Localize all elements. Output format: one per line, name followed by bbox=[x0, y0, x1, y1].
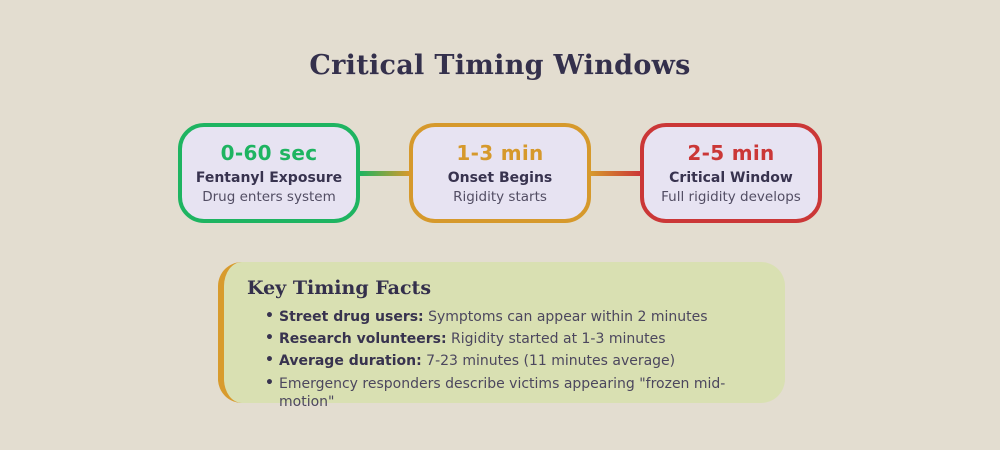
key-timing-facts-panel: Key Timing Facts Street drug users: Symp… bbox=[218, 262, 785, 410]
facts-panel-title: Key Timing Facts bbox=[247, 277, 432, 299]
fact-item: Average duration: 7-23 minutes (11 minut… bbox=[265, 351, 765, 370]
step-heading: Fentanyl Exposure bbox=[195, 170, 343, 186]
fact-item: Emergency responders describe victims ap… bbox=[265, 374, 765, 411]
fact-label: Average duration: bbox=[279, 353, 422, 370]
timeline-step-onset-begins: 1-3 min Onset Begins Rigidity starts bbox=[409, 123, 591, 223]
fact-item: Research volunteers: Rigidity started at… bbox=[265, 329, 765, 348]
fact-text: Symptoms can appear within 2 minutes bbox=[423, 309, 708, 325]
fact-item: Street drug users: Symptoms can appear w… bbox=[265, 307, 765, 326]
step-description: Full rigidity develops bbox=[661, 189, 801, 205]
step-heading: Critical Window bbox=[669, 170, 793, 186]
step-time-label: 2-5 min bbox=[687, 141, 775, 165]
facts-list: Street drug users: Symptoms can appear w… bbox=[224, 307, 785, 411]
fact-text: Rigidity started at 1-3 minutes bbox=[446, 331, 666, 348]
timeline-step-critical-window: 2-5 min Critical Window Full rigidity de… bbox=[640, 123, 822, 223]
page-title: Critical Timing Windows bbox=[309, 50, 691, 81]
fact-label: Research volunteers: bbox=[279, 331, 447, 348]
fact-text: 7-23 minutes (11 minutes average) bbox=[421, 353, 676, 370]
fact-label: Street drug users: bbox=[279, 309, 424, 325]
timeline-step-fentanyl-exposure: 0-60 sec Fentanyl Exposure Drug enters s… bbox=[178, 123, 360, 223]
timeline: 0-60 sec Fentanyl Exposure Drug enters s… bbox=[0, 123, 1000, 223]
step-time-label: 0-60 sec bbox=[220, 141, 318, 165]
step-time-label: 1-3 min bbox=[456, 141, 544, 165]
step-description: Drug enters system bbox=[202, 189, 336, 205]
fact-text: Emergency responders describe victims ap… bbox=[279, 375, 726, 410]
step-heading: Onset Begins bbox=[447, 170, 553, 186]
step-description: Rigidity starts bbox=[453, 189, 547, 205]
timeline-connector bbox=[591, 170, 640, 176]
timeline-connector bbox=[360, 170, 409, 176]
